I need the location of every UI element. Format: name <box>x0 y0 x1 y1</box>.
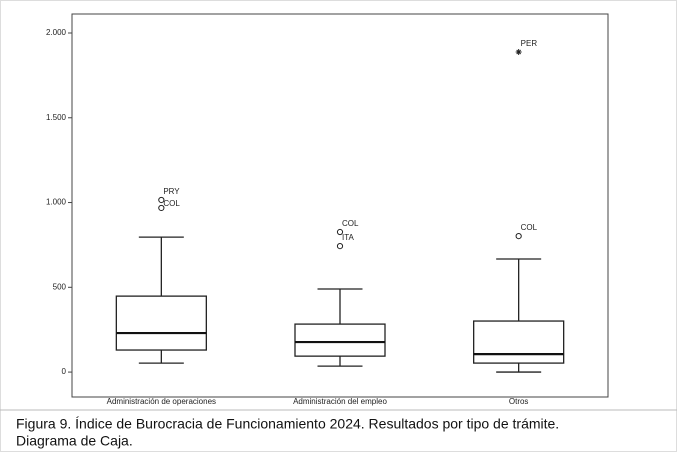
box <box>294 323 386 357</box>
outlier-star <box>515 48 522 55</box>
y-tick-label: 1.500 <box>46 113 67 122</box>
caption: Figura 9. Índice de Burocracia de Funcio… <box>16 416 559 432</box>
y-tick-label: 2.000 <box>46 28 67 37</box>
outlier-label: COL <box>521 223 538 232</box>
y-tick-label: 500 <box>53 282 67 291</box>
box <box>473 320 565 364</box>
x-tick-label: Administración del empleo <box>293 397 387 406</box>
outlier <box>158 204 165 212</box>
y-tick-label: 1.000 <box>46 198 67 207</box>
caption: Diagrama de Caja. <box>16 433 133 449</box>
x-tick-label: Otros <box>509 397 529 406</box>
box <box>115 295 207 351</box>
outlier-label: COL <box>342 219 359 228</box>
x-tick-label: Administración de operaciones <box>107 397 216 406</box>
y-tick-label: 0 <box>62 367 67 376</box>
outlier <box>515 233 522 240</box>
outlier-label: PER <box>521 39 538 48</box>
outlier-label: COL <box>163 199 180 208</box>
outlier <box>158 196 165 204</box>
outlier <box>336 228 344 236</box>
outlier-label: ITA <box>342 233 355 242</box>
outlier <box>336 243 344 250</box>
outlier-label: PRY <box>163 187 180 196</box>
